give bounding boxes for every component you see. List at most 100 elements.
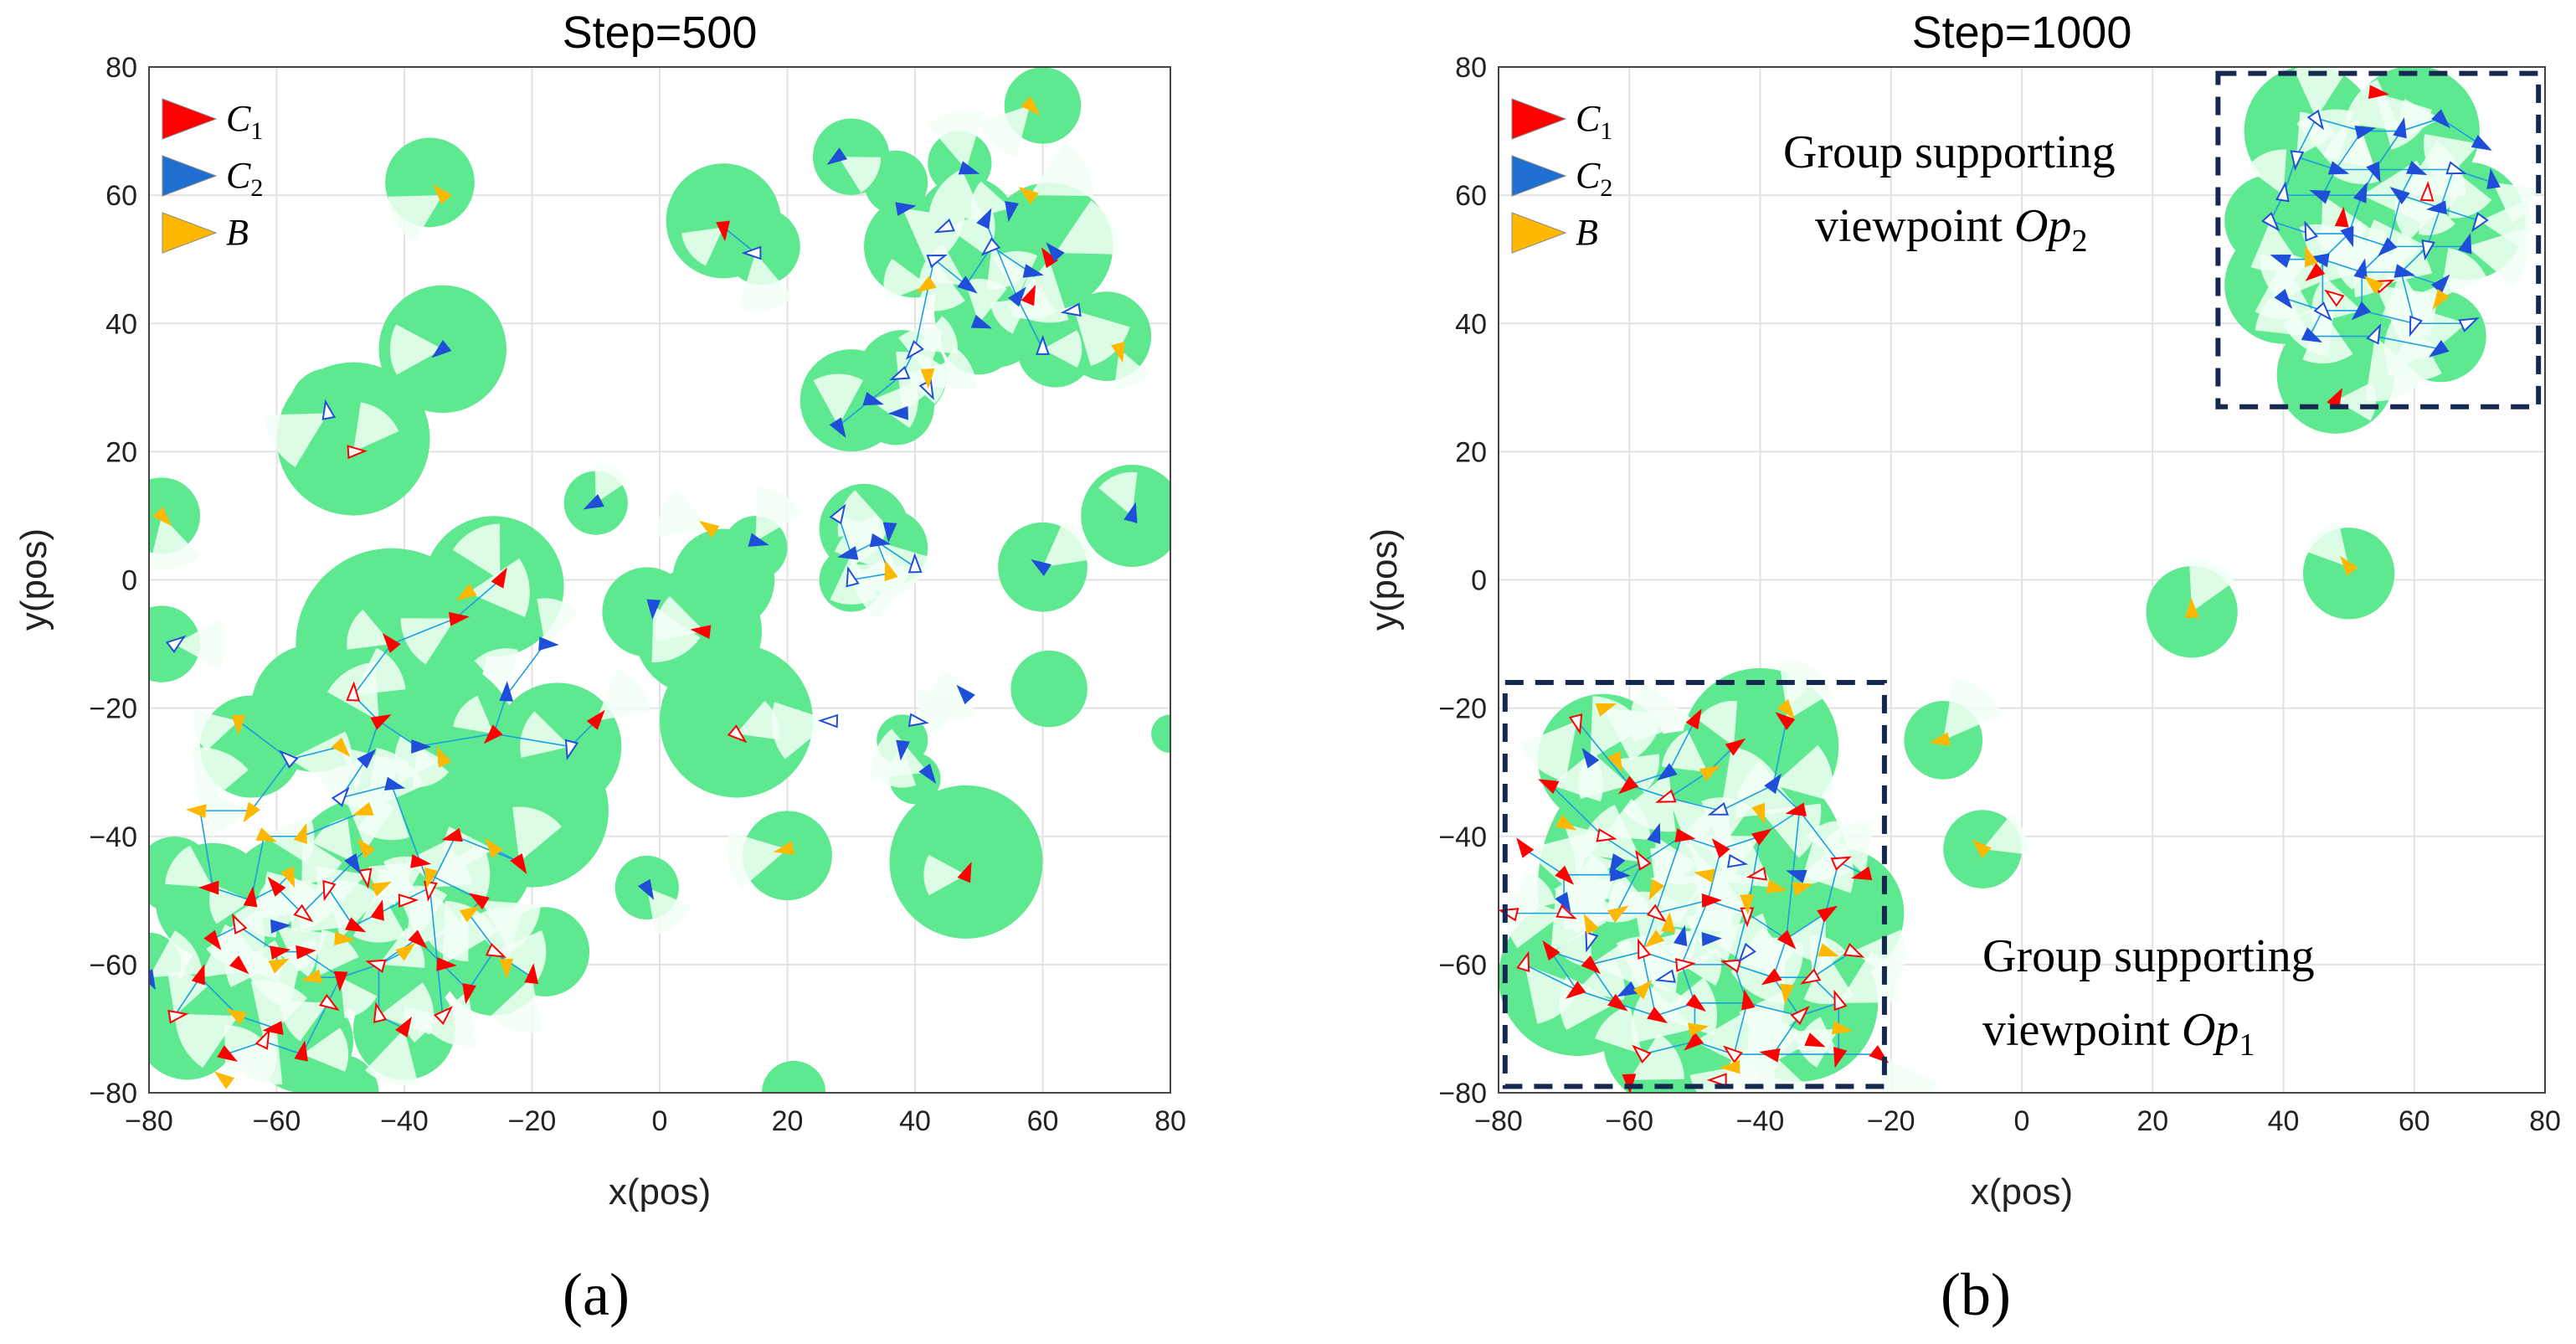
view-wedge bbox=[520, 711, 571, 758]
agent-b bbox=[1818, 943, 1839, 957]
network-edge bbox=[1550, 784, 1604, 837]
agent-b bbox=[352, 801, 374, 816]
view-wedge bbox=[970, 181, 1011, 219]
view-wedge bbox=[1622, 772, 1676, 832]
network-edge bbox=[1772, 784, 1800, 811]
network-edge bbox=[1576, 720, 1630, 786]
agent-c2 bbox=[1673, 924, 1688, 947]
agent-c1 bbox=[1785, 802, 1807, 816]
agent-c1 bbox=[347, 445, 368, 460]
view-wedge bbox=[389, 324, 443, 375]
view-wedge bbox=[2344, 79, 2402, 131]
agent-b bbox=[2185, 597, 2199, 619]
agent-c1 bbox=[1622, 1074, 1637, 1093]
view-wedge bbox=[2293, 67, 2346, 119]
network-edge bbox=[1602, 836, 1643, 863]
view-wedge bbox=[736, 700, 780, 740]
agent-c2 bbox=[1581, 747, 1600, 769]
x-axis-label: x(pos) bbox=[1971, 1171, 2073, 1213]
view-wedge bbox=[2365, 336, 2424, 402]
agent-b bbox=[1644, 929, 1665, 948]
view-wedge bbox=[1042, 520, 1093, 568]
agent-c2 bbox=[149, 969, 156, 991]
agent-c2 bbox=[2458, 317, 2480, 332]
annotation-op2-line2: viewpoint Op2 bbox=[1815, 200, 2087, 259]
sensing-circle bbox=[1151, 714, 1170, 754]
view-wedge bbox=[917, 690, 966, 734]
agent-b bbox=[455, 583, 477, 601]
agent-b bbox=[698, 520, 720, 538]
x-tick-label: −80 bbox=[125, 1105, 173, 1137]
network-edge bbox=[1746, 1002, 1800, 1017]
agent-c1 bbox=[1800, 968, 1822, 985]
view-wedge bbox=[1074, 310, 1130, 366]
agent-c1 bbox=[957, 862, 972, 883]
sensing-circles bbox=[1499, 67, 2537, 1093]
agent-c1 bbox=[167, 1009, 189, 1024]
agent-c2 bbox=[431, 339, 452, 358]
agent-c2 bbox=[2393, 116, 2407, 139]
view-wedge bbox=[1760, 803, 1822, 858]
network-edge bbox=[173, 976, 201, 1017]
agent-b bbox=[268, 958, 290, 974]
network-edge bbox=[455, 836, 520, 863]
view-wedge bbox=[1794, 1028, 1839, 1068]
agent-c2 bbox=[1005, 201, 1019, 223]
subfigure-label: (b) bbox=[1941, 1261, 2011, 1328]
view-wedge bbox=[1799, 835, 1852, 888]
agent-c1 bbox=[1751, 828, 1772, 846]
view-wedge bbox=[1766, 1054, 1809, 1093]
agent-b bbox=[1776, 698, 1796, 720]
agent-b bbox=[226, 1008, 248, 1025]
network-edge bbox=[2400, 117, 2441, 132]
network-edge bbox=[1681, 900, 1709, 966]
view-wedge bbox=[1055, 200, 1119, 255]
agent-c1 bbox=[346, 681, 361, 702]
view-wedge bbox=[315, 929, 359, 978]
view-wedge bbox=[1525, 964, 1581, 1024]
agent-c2 bbox=[1657, 763, 1678, 781]
view-wedge bbox=[404, 1007, 443, 1043]
view-wedge bbox=[1525, 834, 1586, 891]
view-wedge bbox=[491, 977, 542, 1033]
agent-c1 bbox=[229, 955, 249, 975]
y-tick-label: 60 bbox=[105, 180, 137, 212]
agent-c1 bbox=[483, 724, 503, 744]
agent-c1 bbox=[690, 625, 712, 639]
agent-c2 bbox=[637, 878, 655, 900]
agent-c2 bbox=[957, 275, 978, 294]
agent-c1 bbox=[1776, 929, 1797, 950]
agent-c1 bbox=[1833, 989, 1848, 1012]
network-edge bbox=[1798, 810, 1839, 863]
view-wedge bbox=[203, 791, 251, 837]
view-wedge bbox=[838, 157, 882, 193]
view-wedge bbox=[224, 1025, 271, 1080]
network-edge bbox=[506, 643, 546, 696]
view-wedge bbox=[834, 515, 890, 574]
agent-c1 bbox=[1775, 712, 1796, 730]
network-edge bbox=[326, 887, 354, 927]
agent-c1 bbox=[1555, 904, 1577, 919]
y-tick-label: 0 bbox=[1471, 565, 1487, 597]
agent-b bbox=[1607, 905, 1629, 923]
agent-c2 bbox=[2471, 135, 2492, 152]
agent-c1 bbox=[449, 611, 470, 626]
y-axis-label: y(pos) bbox=[1364, 528, 1405, 631]
agent-c2 bbox=[846, 566, 860, 588]
view-wedge bbox=[453, 695, 494, 734]
view-wedge bbox=[1576, 956, 1625, 1001]
agent-c2 bbox=[2270, 255, 2291, 268]
panel-a: Step=500 −80 −60 −40 −20 0 20 40 60 80806040200−… bbox=[13, 8, 1186, 1328]
network-edge bbox=[352, 643, 393, 696]
agent-c2 bbox=[926, 254, 948, 268]
sensing-circle bbox=[762, 1060, 826, 1093]
agent-c1 bbox=[1706, 1073, 1727, 1088]
view-wedge bbox=[964, 278, 1007, 324]
legend-marker bbox=[1511, 212, 1567, 254]
agent-c2 bbox=[918, 378, 934, 401]
network-edge bbox=[199, 976, 239, 1017]
agent-c2 bbox=[829, 503, 846, 525]
axis-ticks: −80 −60 −40 −20 0 20 40 60 80 80 60 40 20 0 −20 −40 −60 −… bbox=[89, 52, 1186, 1137]
legend-marker bbox=[162, 155, 218, 197]
x-tick-label: 40 bbox=[899, 1105, 931, 1137]
